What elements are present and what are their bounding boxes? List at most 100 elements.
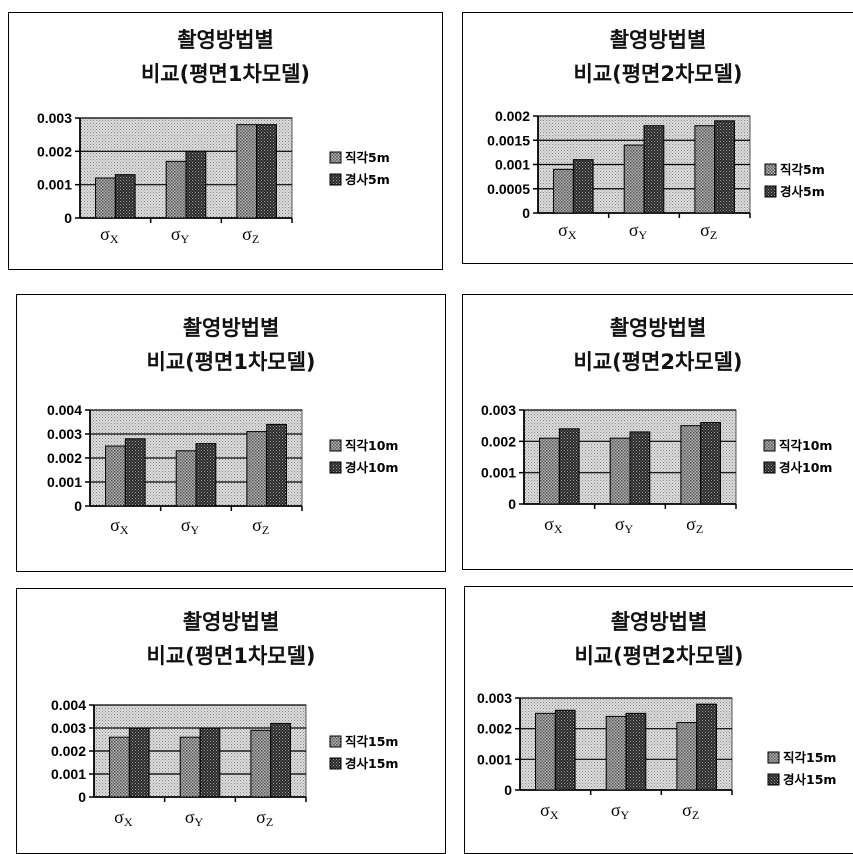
- y-tick-label: 0: [522, 205, 530, 221]
- bar-series-2-0: [128, 727, 150, 798]
- x-tick-label: σZ: [256, 807, 273, 829]
- x-tick-label: σY: [615, 514, 634, 536]
- chart-title-line-1: 촬영방법별: [609, 316, 707, 340]
- chart-title-line-1: 촬영방법별: [609, 28, 707, 52]
- subscript: X: [568, 228, 577, 242]
- x-tick-label: σY: [629, 220, 648, 242]
- subscript: X: [124, 815, 133, 829]
- y-tick-label: 0.004: [47, 402, 82, 418]
- sigma-symbol: σ: [252, 515, 262, 535]
- y-tick-label: 0.001: [51, 766, 86, 782]
- sigma-symbol: σ: [100, 224, 110, 244]
- chart-title-line-1: 촬영방법별: [177, 28, 274, 52]
- x-tick-label: σY: [611, 800, 630, 822]
- bar-series-2-0: [558, 428, 580, 505]
- legend-swatch-2: [329, 757, 342, 770]
- y-tick-label: 0.0015: [487, 132, 530, 148]
- legend-label-2: 경사15m: [345, 756, 398, 771]
- sigma-symbol: σ: [540, 800, 550, 820]
- x-tick-label: σX: [544, 514, 563, 536]
- x-tick-label: σX: [558, 220, 577, 242]
- y-tick-label: 0: [64, 210, 72, 226]
- y-tick-label: 0.004: [51, 697, 86, 713]
- legend-label-2: 경사10m: [779, 460, 832, 475]
- legend-label-2: 경사5m: [780, 184, 825, 199]
- bar-series-2-0: [114, 174, 136, 219]
- subscript: Y: [191, 523, 200, 537]
- y-tick-label: 0.0005: [487, 181, 530, 197]
- bar-series-1-0: [535, 712, 556, 791]
- chart-title-line-1: 촬영방법별: [182, 316, 280, 340]
- y-tick-label: 0.001: [37, 177, 72, 193]
- x-tick-label: σY: [171, 224, 190, 246]
- subscript: Z: [692, 808, 699, 822]
- x-tick-label: σZ: [252, 515, 269, 537]
- subscript: X: [554, 522, 563, 536]
- y-tick-label: 0.001: [477, 751, 512, 767]
- legend-swatch-1: [764, 163, 777, 176]
- sigma-symbol: σ: [615, 514, 625, 534]
- chart-title-line-2: 비교(평면1차모델): [146, 350, 316, 374]
- sigma-symbol: σ: [110, 515, 120, 535]
- y-tick-label: 0.002: [477, 721, 512, 737]
- chart-title-line-2: 비교(평면1차모델): [146, 644, 316, 668]
- subscript: Y: [625, 522, 634, 536]
- bar-series-2-0: [124, 438, 146, 507]
- sigma-symbol: σ: [700, 220, 710, 240]
- sigma-symbol: σ: [256, 807, 266, 827]
- y-tick-label: 0.003: [477, 690, 512, 706]
- sigma-symbol: σ: [242, 224, 252, 244]
- y-tick-label: 0.003: [481, 402, 516, 418]
- x-tick-label: σZ: [682, 800, 699, 822]
- sigma-symbol: σ: [611, 800, 621, 820]
- y-tick-label: 0.002: [481, 433, 516, 449]
- chart-title-line-2: 비교(평면2차모델): [573, 350, 743, 374]
- chart-title-line-2: 비교(평면1차모델): [140, 62, 311, 86]
- y-tick-label: 0.002: [37, 143, 72, 159]
- bar-series-2-1: [625, 712, 647, 791]
- chart-title-line-1: 촬영방법별: [610, 610, 708, 634]
- legend-label-1: 직각15m: [783, 750, 836, 765]
- sigma-symbol: σ: [544, 514, 554, 534]
- x-tick-label: σZ: [686, 514, 703, 536]
- legend-label-1: 직각15m: [345, 734, 398, 749]
- subscript: Z: [252, 232, 259, 246]
- legend-swatch-1: [329, 735, 342, 748]
- bar-series-2-2: [714, 120, 735, 214]
- bar-series-2-0: [554, 709, 576, 791]
- bar-series-2-1: [185, 150, 207, 219]
- sigma-symbol: σ: [185, 807, 195, 827]
- subscript: Y: [639, 228, 648, 242]
- legend-swatch-1: [767, 751, 780, 764]
- sigma-symbol: σ: [114, 807, 124, 827]
- chart-title-line-2: 비교(평면2차모델): [574, 644, 744, 668]
- y-tick-label: 0: [74, 498, 82, 514]
- legend-swatch-2: [763, 461, 776, 474]
- bar-series-2-1: [643, 125, 665, 214]
- legend-swatch-2: [767, 773, 780, 786]
- subscript: Y: [195, 815, 204, 829]
- x-tick-label: σX: [540, 800, 559, 822]
- y-tick-label: 0.001: [481, 465, 516, 481]
- subscript: X: [120, 523, 129, 537]
- legend-label-1: 직각10m: [345, 438, 398, 453]
- subscript: Y: [181, 232, 190, 246]
- bar-series-2-0: [572, 159, 594, 214]
- legend-swatch-2: [764, 185, 777, 198]
- bar-series-2-2: [270, 722, 291, 798]
- subscript: Y: [621, 808, 630, 822]
- bar-series-1-1: [605, 715, 627, 791]
- sigma-symbol: σ: [171, 224, 181, 244]
- y-tick-label: 0.003: [47, 426, 82, 442]
- bar-series-2-1: [629, 431, 651, 505]
- legend-label-2: 경사10m: [345, 460, 398, 475]
- bar-series-1-2: [676, 722, 698, 791]
- legend-swatch-2: [329, 173, 342, 186]
- legend-label-1: 직각5m: [345, 150, 390, 165]
